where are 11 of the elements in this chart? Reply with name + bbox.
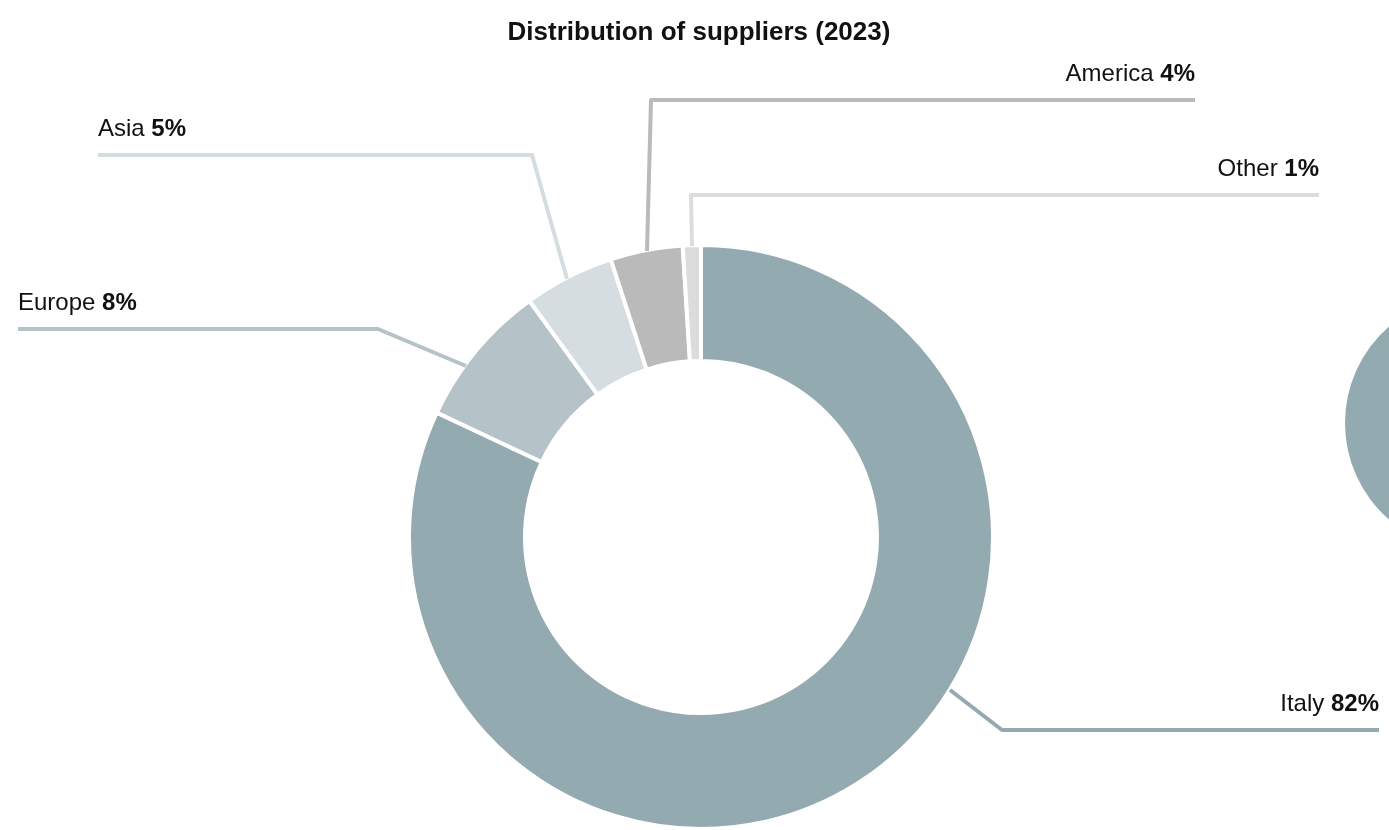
data-label: 4% [1160, 59, 1195, 86]
chart-title: Distribution of suppliers (2023) [507, 16, 891, 46]
data-label: 82% [1330, 689, 1379, 716]
slice-label: Other [1217, 154, 1278, 181]
data-label: 1% [1284, 154, 1319, 181]
data-label: 8% [102, 288, 137, 315]
data-label: 5% [151, 114, 187, 141]
slice-label: America [1065, 59, 1155, 86]
slice-label: Italy [1280, 689, 1325, 716]
slice-label: Europe [18, 288, 96, 315]
slice-label: Asia [98, 114, 146, 141]
